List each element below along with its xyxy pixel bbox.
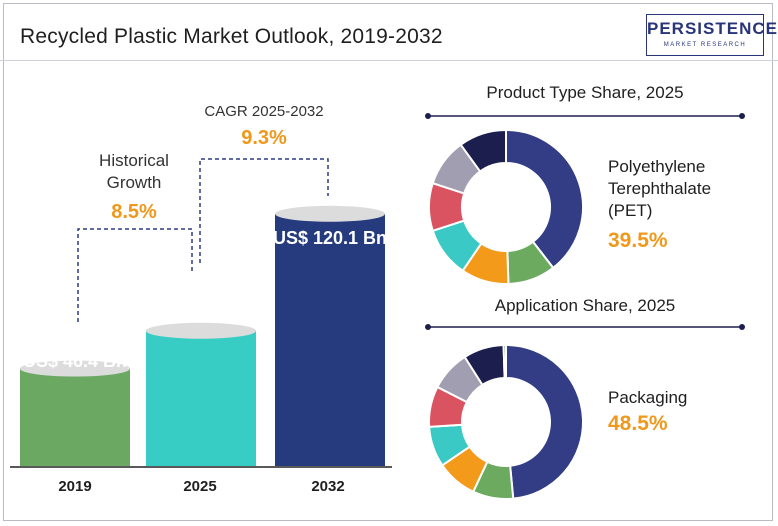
bar-2019	[20, 368, 130, 466]
donut2-slice-0	[505, 343, 584, 500]
infographic-frame	[3, 3, 773, 521]
application-title-line-dot-right	[739, 324, 745, 330]
cagr-label: CAGR 2025-2032	[204, 103, 324, 120]
bar-2025	[146, 330, 256, 466]
product-type-title: Product Type Share, 2025	[486, 83, 684, 102]
application-title-line-dot-left	[425, 324, 431, 330]
historical-connector	[77, 228, 193, 322]
cagr-value: 9.3%	[241, 127, 287, 149]
application-donut	[428, 343, 584, 500]
page-title: Recycled Plastic Market Outlook, 2019-20…	[20, 25, 443, 48]
donut1-slice-0	[505, 128, 584, 270]
product-type-donut	[428, 128, 584, 285]
bar-series	[20, 205, 385, 466]
bar-cap-2025	[146, 322, 256, 339]
product-type-highlight-value: 39.5%	[608, 229, 668, 252]
product-title-line-dot-left	[425, 113, 431, 119]
year-label-2025: 2025	[183, 478, 217, 495]
bar-cap-2019	[20, 360, 130, 377]
persistence-logo: PERSISTENCE MARKET RESEARCH	[646, 14, 778, 56]
donut-section-lines	[425, 113, 745, 330]
product-title-line-dot-right	[739, 113, 745, 119]
application-highlight-label: Packaging	[608, 388, 688, 407]
application-title: Application Share, 2025	[494, 296, 676, 315]
year-label-2032: 2032	[311, 478, 345, 495]
growth-connectors	[77, 158, 329, 322]
bar-value-label-2025: US$ 64.4 Bn	[146, 298, 252, 318]
bar-2032	[275, 213, 385, 466]
header-divider	[0, 60, 778, 61]
donut2-slice-7	[502, 343, 507, 380]
bar-value-label-2019: US$ 46.4 Bn	[22, 351, 128, 371]
application-highlight-value: 48.5%	[608, 412, 668, 435]
historical-growth-label: Historical Growth	[74, 150, 194, 194]
cagr-connector	[199, 158, 329, 263]
year-label-2019: 2019	[58, 478, 92, 495]
logo-wordmark: PERSISTENCE	[647, 19, 778, 38]
product-type-highlight-label: Polyethylene Terephthalate (PET)	[608, 157, 712, 220]
bar-value-label-2032: US$ 120.1 Bn	[272, 228, 388, 248]
historical-growth-text: Historical Growth	[99, 151, 169, 192]
bar-cap-2032	[275, 205, 385, 222]
donut1-slice-6	[459, 128, 507, 173]
logo-tagline: MARKET RESEARCH	[663, 42, 747, 48]
historical-growth-value: 8.5%	[111, 201, 157, 223]
